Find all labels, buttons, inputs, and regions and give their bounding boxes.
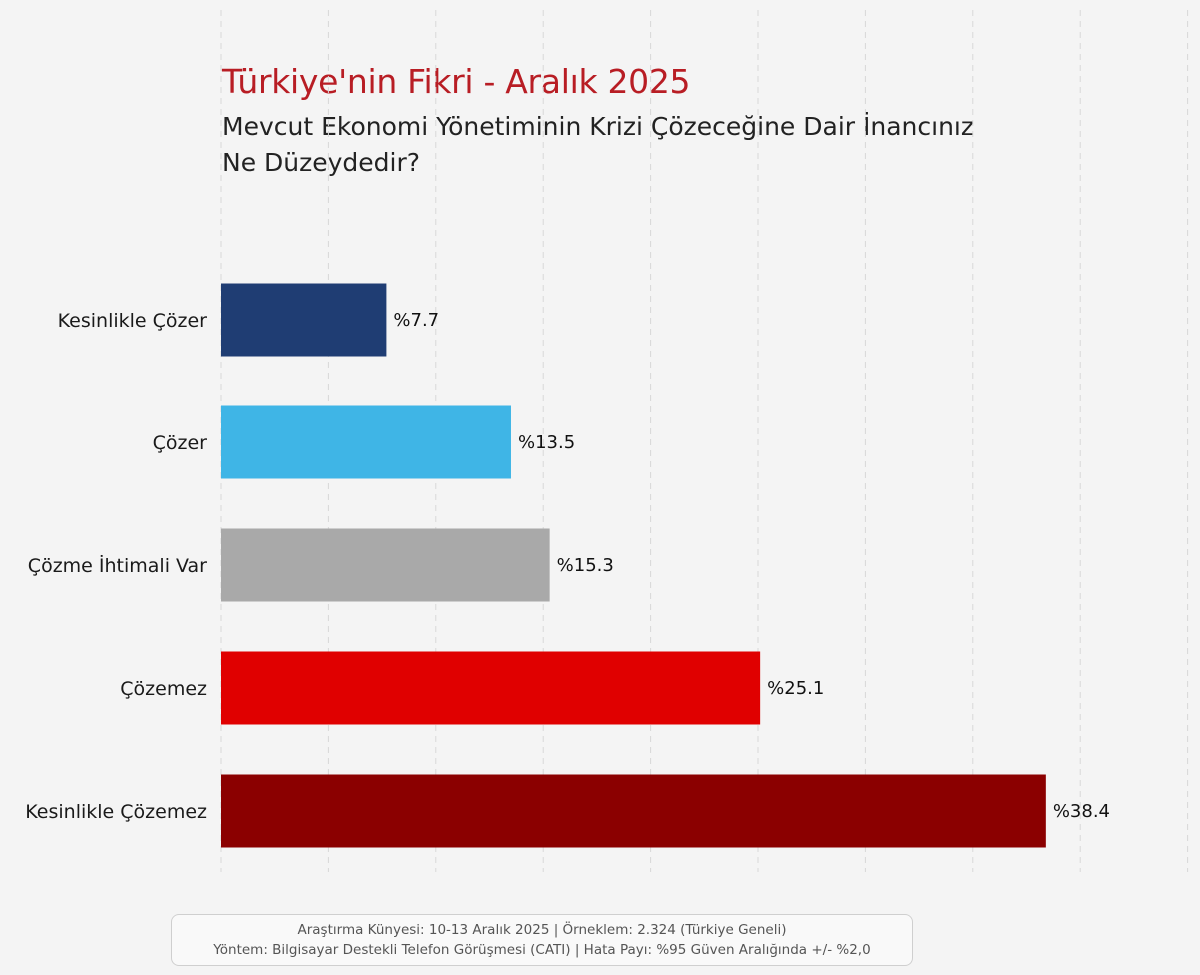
data-label: %13.5: [518, 432, 575, 453]
bar: [221, 528, 550, 602]
chart-subtitle: Mevcut Ekonomi Yönetiminin Krizi Çözeceğ…: [222, 112, 974, 177]
gridlines: [220, 10, 1189, 872]
category-label: Çözme İhtimali Var: [28, 554, 207, 577]
data-label: %38.4: [1053, 801, 1110, 822]
category-label: Çözer: [153, 432, 208, 454]
category-label: Kesinlikle Çözemez: [25, 801, 207, 823]
footer-line-2: Yöntem: Bilgisayar Destekli Telefon Görü…: [213, 942, 871, 958]
bar: [221, 405, 511, 479]
data-label: %25.1: [767, 678, 824, 699]
methodology-note: Araştırma Künyesi: 10-13 Aralık 2025 | Ö…: [171, 914, 913, 966]
bar: [221, 651, 761, 725]
footer-line-1: Araştırma Künyesi: 10-13 Aralık 2025 | Ö…: [297, 922, 787, 938]
category-label: Çözemez: [120, 678, 207, 700]
bar: [221, 774, 1046, 848]
bar: [221, 283, 387, 357]
data-label: %15.3: [557, 555, 614, 576]
category-label: Kesinlikle Çözer: [58, 310, 208, 332]
chart-title: Türkiye'nin Fikri - Aralık 2025: [222, 62, 691, 101]
data-label: %7.7: [393, 310, 439, 331]
